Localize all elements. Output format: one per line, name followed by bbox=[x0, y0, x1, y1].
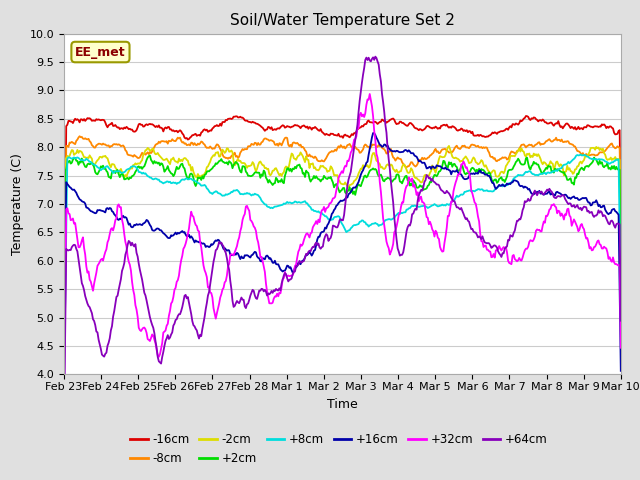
-2cm bbox=[392, 169, 399, 175]
-8cm bbox=[518, 142, 525, 148]
X-axis label: Time: Time bbox=[327, 397, 358, 410]
-16cm bbox=[60, 363, 68, 369]
+8cm bbox=[392, 213, 399, 219]
+8cm bbox=[577, 152, 584, 157]
+64cm bbox=[60, 422, 68, 428]
+32cm bbox=[366, 91, 374, 97]
+32cm bbox=[328, 198, 335, 204]
+16cm bbox=[369, 130, 377, 136]
-16cm bbox=[617, 245, 625, 251]
-2cm bbox=[617, 306, 625, 312]
-8cm bbox=[60, 370, 68, 375]
Line: +16cm: +16cm bbox=[64, 133, 621, 371]
Line: -16cm: -16cm bbox=[64, 116, 621, 366]
-2cm bbox=[324, 168, 332, 174]
+8cm bbox=[617, 304, 625, 310]
Line: +8cm: +8cm bbox=[64, 155, 621, 381]
+8cm bbox=[324, 216, 332, 222]
-16cm bbox=[516, 118, 524, 123]
-16cm bbox=[328, 131, 335, 137]
-2cm bbox=[605, 156, 612, 162]
-8cm bbox=[326, 149, 333, 155]
+32cm bbox=[362, 110, 369, 116]
+16cm bbox=[60, 347, 68, 353]
-8cm bbox=[76, 133, 83, 139]
+8cm bbox=[605, 160, 612, 166]
+32cm bbox=[324, 204, 332, 210]
Line: -8cm: -8cm bbox=[64, 136, 621, 372]
-16cm bbox=[324, 132, 332, 138]
Title: Soil/Water Temperature Set 2: Soil/Water Temperature Set 2 bbox=[230, 13, 455, 28]
+32cm bbox=[617, 345, 625, 350]
-16cm bbox=[392, 120, 399, 125]
-8cm bbox=[329, 149, 337, 155]
+2cm bbox=[329, 180, 337, 185]
-8cm bbox=[362, 143, 370, 148]
Line: +32cm: +32cm bbox=[64, 94, 621, 405]
+2cm bbox=[146, 153, 154, 158]
+64cm bbox=[371, 54, 379, 60]
-2cm bbox=[518, 145, 525, 151]
Text: EE_met: EE_met bbox=[75, 46, 126, 59]
+64cm bbox=[324, 238, 332, 244]
+2cm bbox=[326, 175, 333, 181]
+8cm bbox=[516, 172, 524, 178]
-16cm bbox=[362, 121, 369, 127]
Legend: -16cm, -8cm, -2cm, +2cm, +8cm, +16cm, +32cm, +64cm: -16cm, -8cm, -2cm, +2cm, +8cm, +16cm, +3… bbox=[125, 428, 552, 469]
+64cm bbox=[518, 213, 525, 219]
+64cm bbox=[393, 236, 401, 242]
+16cm bbox=[393, 148, 401, 154]
Line: +64cm: +64cm bbox=[64, 57, 621, 425]
Y-axis label: Temperature (C): Temperature (C) bbox=[11, 153, 24, 255]
Line: -2cm: -2cm bbox=[64, 146, 621, 309]
+64cm bbox=[605, 221, 612, 227]
+64cm bbox=[362, 57, 369, 63]
+16cm bbox=[605, 211, 612, 217]
-8cm bbox=[605, 144, 612, 150]
-2cm bbox=[362, 163, 369, 169]
+16cm bbox=[324, 221, 332, 227]
-2cm bbox=[60, 305, 68, 311]
+2cm bbox=[617, 311, 625, 317]
+32cm bbox=[605, 256, 612, 262]
+2cm bbox=[518, 161, 525, 167]
Line: +2cm: +2cm bbox=[64, 156, 621, 316]
+32cm bbox=[60, 402, 68, 408]
+32cm bbox=[518, 258, 525, 264]
+8cm bbox=[328, 216, 335, 222]
+64cm bbox=[617, 318, 625, 324]
-16cm bbox=[522, 113, 530, 119]
+2cm bbox=[60, 313, 68, 319]
-16cm bbox=[605, 125, 612, 131]
+64cm bbox=[328, 231, 335, 237]
-2cm bbox=[328, 165, 335, 170]
-2cm bbox=[445, 143, 453, 149]
+8cm bbox=[60, 378, 68, 384]
+2cm bbox=[362, 175, 370, 180]
+16cm bbox=[362, 163, 369, 169]
+2cm bbox=[605, 166, 612, 171]
+8cm bbox=[362, 219, 369, 225]
+16cm bbox=[518, 183, 525, 189]
-8cm bbox=[617, 260, 625, 266]
+2cm bbox=[393, 172, 401, 178]
+16cm bbox=[328, 211, 335, 217]
-8cm bbox=[393, 156, 401, 162]
+16cm bbox=[617, 368, 625, 374]
+32cm bbox=[393, 224, 401, 229]
